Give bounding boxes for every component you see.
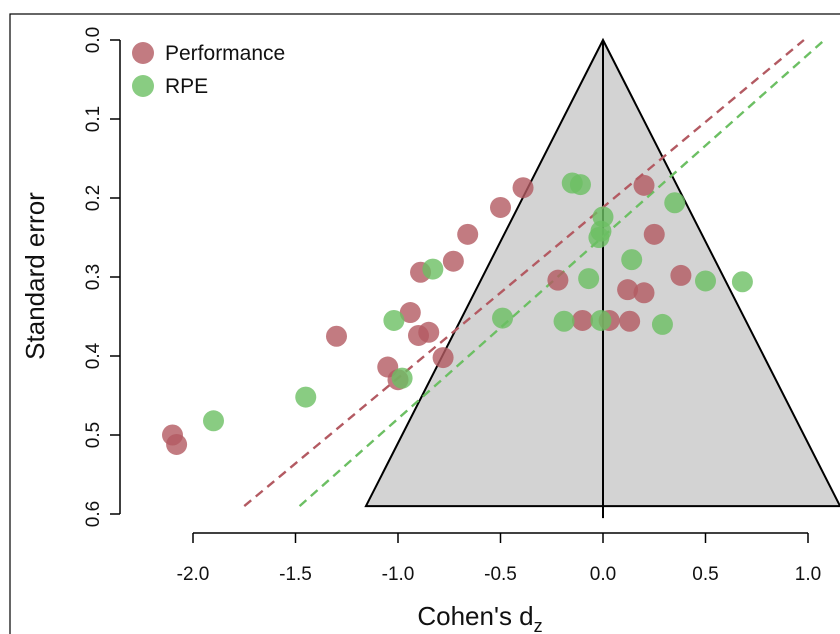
data-point-performance bbox=[432, 347, 454, 369]
legend-label-rpe: RPE bbox=[165, 75, 208, 98]
data-point-rpe bbox=[553, 310, 575, 332]
data-point-rpe bbox=[422, 258, 444, 280]
x-tick-label: 1.0 bbox=[795, 564, 821, 585]
data-point-performance bbox=[547, 269, 569, 291]
data-point-performance bbox=[670, 264, 692, 286]
data-point-performance bbox=[619, 310, 641, 332]
data-point-rpe bbox=[695, 270, 716, 292]
data-point-rpe bbox=[590, 309, 612, 331]
data-point-performance bbox=[617, 279, 639, 301]
data-point-performance bbox=[633, 174, 655, 196]
data-point-performance bbox=[326, 325, 347, 347]
data-point-performance bbox=[442, 250, 464, 272]
x-axis-title-subscript: z bbox=[534, 616, 543, 634]
data-point-rpe bbox=[391, 367, 413, 389]
data-point-performance bbox=[457, 223, 479, 245]
x-tick-label: 0.0 bbox=[590, 564, 616, 585]
x-axis: -2.0 -1.5 -1.0 -0.5 0.0 0.5 1.0 bbox=[177, 532, 821, 585]
legend-marker-rpe bbox=[132, 75, 154, 97]
funnel-layer bbox=[364, 37, 840, 519]
data-point-rpe bbox=[383, 309, 405, 331]
x-tick-label: -1.0 bbox=[382, 564, 415, 585]
data-point-performance bbox=[643, 223, 665, 245]
points-layer bbox=[162, 172, 753, 455]
data-point-rpe bbox=[621, 249, 643, 271]
y-tick-label: 0.2 bbox=[83, 185, 104, 211]
data-point-rpe bbox=[731, 271, 753, 293]
y-tick-label: 0.3 bbox=[83, 264, 104, 290]
x-axis-title-main: Cohen's d bbox=[417, 601, 533, 631]
y-tick-label: 0.4 bbox=[83, 342, 104, 369]
legend-marker-performance bbox=[132, 42, 154, 64]
data-point-performance bbox=[572, 309, 593, 331]
data-point-performance bbox=[399, 302, 421, 324]
x-tick-label: 0.5 bbox=[692, 564, 718, 585]
x-tick-label: -0.5 bbox=[484, 564, 517, 585]
y-tick-label: 0.6 bbox=[83, 501, 104, 527]
data-point-rpe bbox=[592, 206, 614, 228]
y-axis: 0.0 0.1 0.2 0.3 0.4 0.5 0.6 bbox=[83, 27, 121, 527]
data-point-rpe bbox=[651, 313, 673, 335]
data-point-performance bbox=[418, 321, 440, 343]
data-point-rpe bbox=[664, 192, 686, 214]
data-point-performance bbox=[512, 177, 534, 199]
x-tick-label: -1.5 bbox=[279, 564, 312, 585]
plot-frame bbox=[9, 13, 840, 634]
data-point-performance bbox=[633, 282, 655, 304]
data-point-rpe bbox=[203, 410, 224, 432]
x-axis-title: Cohen's dz bbox=[417, 601, 542, 634]
data-point-performance bbox=[490, 196, 511, 218]
regression-line-performance bbox=[243, 39, 805, 508]
data-point-rpe bbox=[569, 174, 591, 196]
y-axis-title: Standard error bbox=[20, 192, 50, 360]
y-tick-label: 0.5 bbox=[83, 422, 104, 448]
x-tick-label: -2.0 bbox=[177, 564, 210, 585]
data-point-performance bbox=[166, 433, 188, 455]
data-point-rpe bbox=[295, 386, 317, 408]
data-point-rpe bbox=[492, 307, 514, 329]
data-point-rpe bbox=[578, 268, 600, 290]
y-tick-label: 0.1 bbox=[83, 106, 104, 132]
legend: Performance RPE bbox=[132, 42, 285, 98]
legend-label-performance: Performance bbox=[165, 42, 285, 65]
y-tick-label: 0.0 bbox=[83, 27, 104, 53]
